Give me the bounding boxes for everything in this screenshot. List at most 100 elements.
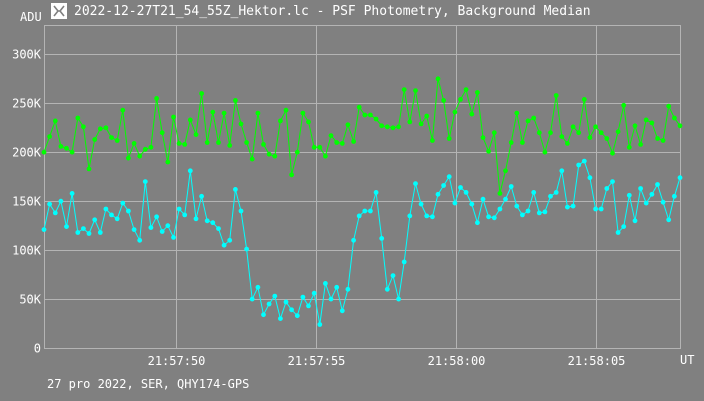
data-point: [508, 140, 514, 145]
data-point: [266, 301, 272, 307]
data-point: [379, 123, 385, 129]
data-point: [548, 130, 553, 136]
data-point: [41, 227, 47, 233]
data-point: [103, 125, 109, 131]
data-point: [632, 218, 638, 224]
data-point: [531, 115, 537, 121]
data-point: [486, 148, 491, 154]
data-point: [328, 133, 334, 139]
data-point: [103, 206, 109, 212]
data-point: [638, 186, 643, 191]
data-point: [238, 121, 244, 127]
data-point: [458, 185, 463, 190]
data-point: [446, 174, 452, 180]
data-point: [452, 200, 458, 206]
data-point: [289, 307, 294, 313]
data-point: [626, 192, 632, 198]
data-point: [649, 120, 655, 126]
data-point: [187, 117, 193, 123]
data-point: [435, 191, 441, 197]
data-point: [463, 87, 469, 92]
data-point: [458, 97, 463, 102]
data-point: [306, 303, 311, 309]
data-point: [244, 246, 250, 252]
data-point: [672, 193, 677, 199]
data-point: [576, 162, 582, 168]
data-point: [475, 220, 480, 226]
data-point: [266, 151, 272, 157]
data-point: [176, 206, 182, 212]
data-point: [413, 88, 418, 93]
data-point: [621, 102, 627, 108]
data-point: [598, 206, 604, 212]
title-bar: 2022-12-27T21_54_55Z_Hektor.lc - PSF Pho…: [0, 0, 704, 24]
data-point: [199, 91, 205, 96]
data-point: [677, 175, 683, 181]
series-layer: [41, 76, 683, 327]
app-logo-icon: [51, 3, 67, 19]
data-point: [587, 175, 593, 181]
data-point: [542, 149, 548, 155]
data-point: [64, 145, 69, 151]
data-point: [131, 141, 137, 146]
data-point: [52, 118, 58, 124]
data-point: [655, 136, 660, 141]
data-point: [520, 212, 525, 218]
data-point: [587, 135, 593, 141]
data-point: [199, 193, 205, 199]
data-point: [131, 227, 137, 233]
data-point: [351, 139, 356, 144]
data-point: [210, 220, 216, 226]
data-point: [227, 143, 233, 148]
data-point: [289, 172, 294, 178]
data-point: [559, 168, 565, 174]
y-tick-label: 150K: [12, 195, 42, 209]
data-point: [334, 140, 340, 145]
data-point: [306, 119, 311, 125]
data-point: [233, 187, 238, 192]
data-point: [660, 199, 666, 205]
data-point: [210, 109, 216, 115]
data-point: [604, 136, 610, 141]
data-point: [452, 109, 458, 115]
x-tick-label: 21:58:05: [568, 354, 626, 368]
data-point: [565, 204, 570, 210]
data-point: [356, 213, 362, 219]
data-point: [193, 132, 199, 138]
data-point: [356, 104, 362, 110]
data-point: [407, 213, 413, 219]
x-tick-label: 21:58:00: [428, 354, 486, 368]
data-point: [278, 118, 283, 124]
data-point: [441, 98, 446, 103]
data-point: [362, 208, 368, 214]
data-point: [227, 237, 233, 243]
data-point: [311, 144, 317, 150]
data-point: [125, 208, 131, 214]
data-point: [52, 210, 58, 216]
data-point: [373, 190, 379, 195]
data-point: [97, 126, 103, 132]
data-point: [92, 137, 98, 142]
data-point: [176, 141, 182, 146]
data-point: [159, 130, 165, 136]
data-point: [390, 125, 396, 131]
data-point: [171, 114, 176, 120]
data-point: [525, 118, 531, 124]
data-point: [182, 212, 188, 218]
data-point: [283, 299, 289, 305]
data-point: [593, 206, 598, 212]
data-point: [255, 284, 261, 290]
grid-layer: [44, 25, 681, 349]
data-point: [120, 200, 126, 206]
series-line: [43, 78, 681, 194]
data-point: [81, 124, 86, 130]
data-point: [570, 124, 576, 130]
data-point: [407, 119, 413, 125]
data-point: [272, 153, 278, 159]
data-point: [165, 159, 171, 165]
data-point: [300, 294, 306, 300]
data-point: [58, 144, 64, 149]
data-point: [666, 217, 672, 223]
data-point: [503, 168, 508, 174]
data-point: [97, 230, 103, 235]
